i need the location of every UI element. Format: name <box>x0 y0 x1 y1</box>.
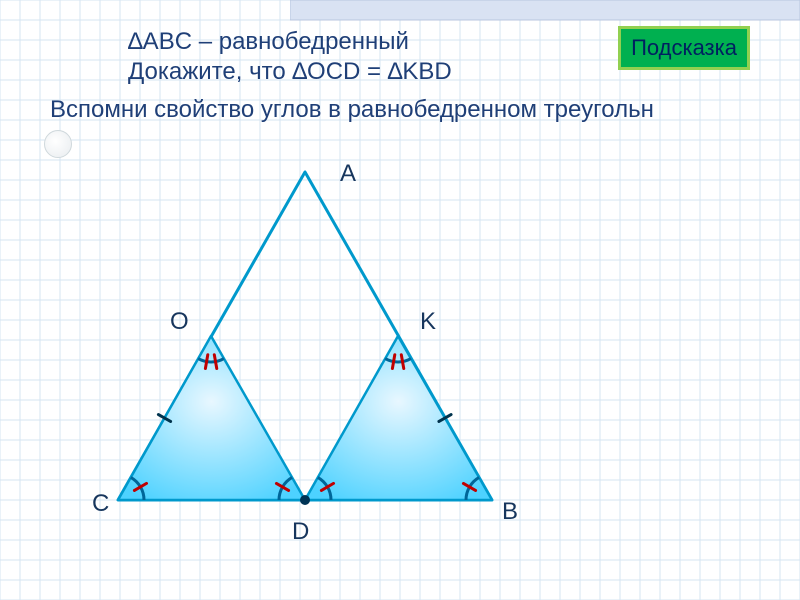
label-d: D <box>292 518 309 546</box>
hint-button[interactable]: Подсказка <box>618 26 750 70</box>
label-o: O <box>170 308 189 336</box>
label-c: C <box>92 490 109 518</box>
label-b: B <box>502 498 518 526</box>
label-k: K <box>420 308 436 336</box>
triangle-diagram <box>0 0 800 600</box>
label-a: A <box>340 160 356 188</box>
